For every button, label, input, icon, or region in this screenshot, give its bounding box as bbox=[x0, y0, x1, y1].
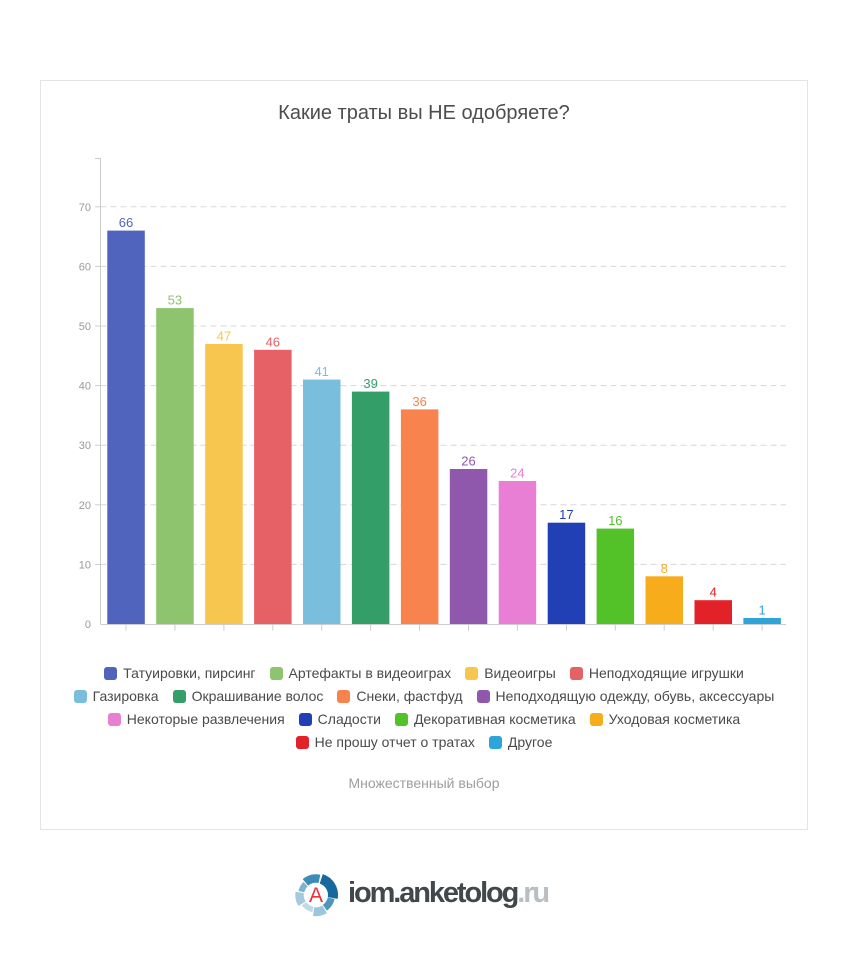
svg-text:A: A bbox=[309, 884, 323, 907]
svg-text:17: 17 bbox=[559, 507, 573, 522]
svg-text:50: 50 bbox=[79, 321, 91, 333]
svg-text:20: 20 bbox=[79, 500, 91, 512]
svg-text:30: 30 bbox=[79, 440, 91, 452]
svg-text:70: 70 bbox=[79, 202, 91, 214]
svg-text:4: 4 bbox=[710, 585, 717, 600]
svg-text:39: 39 bbox=[363, 376, 377, 391]
svg-text:0: 0 bbox=[85, 619, 91, 631]
svg-text:53: 53 bbox=[168, 293, 182, 308]
svg-text:46: 46 bbox=[266, 334, 280, 349]
svg-text:1: 1 bbox=[758, 603, 765, 618]
svg-text:24: 24 bbox=[510, 466, 524, 481]
svg-text:36: 36 bbox=[412, 394, 426, 409]
svg-text:66: 66 bbox=[119, 215, 133, 230]
svg-text:41: 41 bbox=[314, 364, 328, 379]
svg-text:16: 16 bbox=[608, 513, 622, 528]
svg-text:10: 10 bbox=[79, 559, 91, 571]
svg-text:47: 47 bbox=[217, 328, 231, 343]
svg-text:26: 26 bbox=[461, 454, 475, 469]
svg-text:60: 60 bbox=[79, 261, 91, 273]
svg-text:8: 8 bbox=[661, 561, 668, 576]
svg-text:40: 40 bbox=[79, 381, 91, 393]
